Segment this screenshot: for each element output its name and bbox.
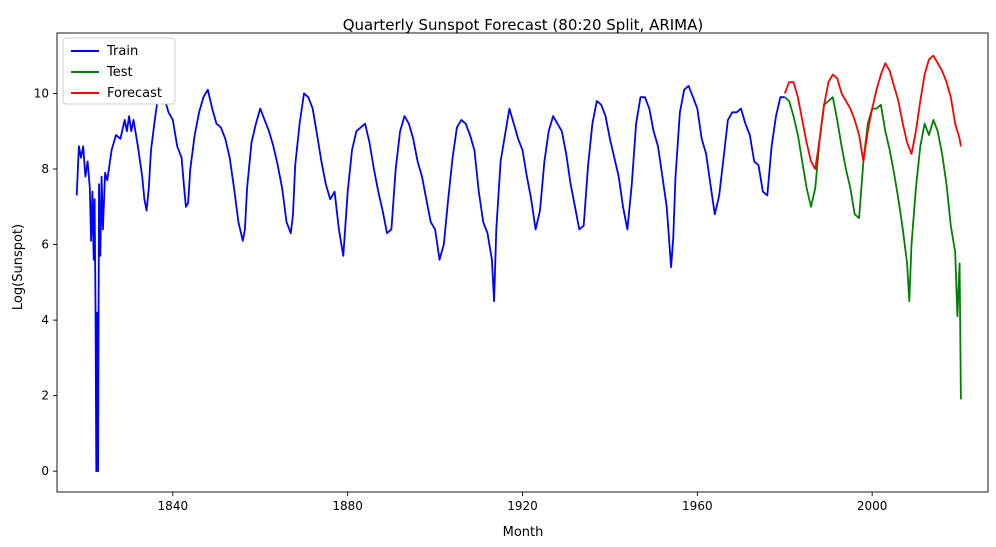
y-tick-label: 2 bbox=[41, 389, 49, 403]
x-tick-label: 2000 bbox=[857, 499, 888, 513]
y-axis-label: Log(Sunspot) bbox=[11, 224, 26, 310]
legend: Train Test Forecast bbox=[62, 37, 176, 105]
y-tick-label: 4 bbox=[41, 313, 49, 327]
x-tick-label: 1960 bbox=[682, 499, 713, 513]
series-line-forecast bbox=[783, 54, 962, 170]
y-tick-label: 6 bbox=[41, 238, 49, 252]
legend-label-test: Test bbox=[106, 65, 133, 80]
plot-area bbox=[56, 32, 989, 493]
series-layer bbox=[75, 54, 962, 473]
x-axis-ticks: 1840 1880 1920 1960 2000 bbox=[158, 492, 888, 513]
y-axis-ticks: 0 2 4 6 8 10 bbox=[34, 86, 57, 478]
y-tick-label: 0 bbox=[41, 464, 49, 478]
legend-label-train: Train bbox=[106, 44, 138, 59]
x-tick-label: 1920 bbox=[507, 499, 538, 513]
x-axis-label: Month bbox=[503, 525, 544, 540]
series-line-test bbox=[784, 96, 962, 400]
x-tick-label: 1880 bbox=[332, 499, 363, 513]
legend-box bbox=[62, 37, 176, 105]
x-tick-label: 1840 bbox=[158, 499, 189, 513]
y-tick-label: 10 bbox=[34, 86, 49, 100]
y-tick-label: 8 bbox=[41, 162, 49, 176]
legend-label-forecast: Forecast bbox=[107, 86, 162, 101]
chart-title: Quarterly Sunspot Forecast (80:20 Split,… bbox=[343, 16, 704, 34]
series-line-train bbox=[75, 85, 785, 473]
